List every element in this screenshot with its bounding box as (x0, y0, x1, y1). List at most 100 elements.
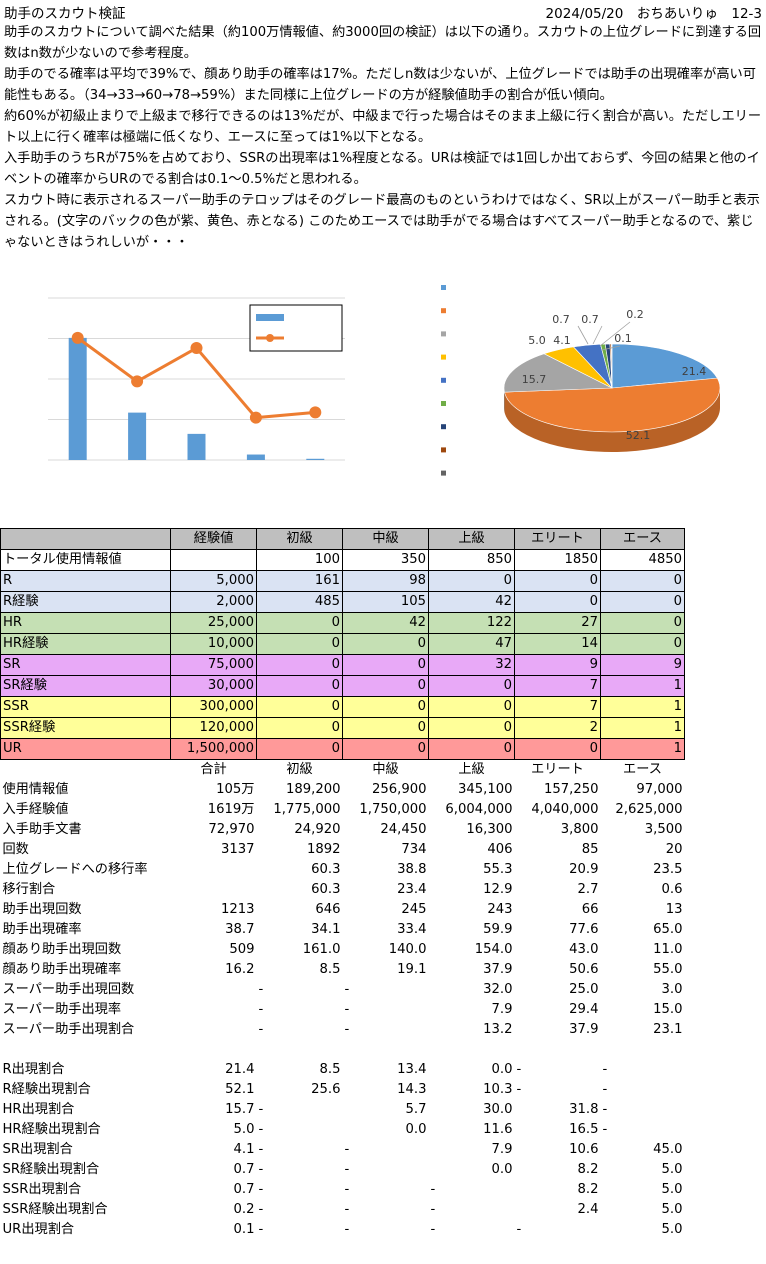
table-cell: UR (0, 738, 171, 760)
table-cell: SR経験出現割合 (2, 1162, 100, 1177)
table-row: HR経験 10,000 0 0 47 14 0 (0, 633, 685, 655)
legend-swatch (441, 285, 446, 290)
table-cell: 31.8 (569, 1102, 599, 1117)
table-row: R 5,000 161 98 0 0 0 (0, 570, 685, 592)
table-cell: 45.0 (653, 1142, 683, 1157)
table-cell: 850 (428, 549, 515, 571)
table-cell: 15.7 (225, 1102, 255, 1117)
table-cell: 55.3 (483, 862, 513, 877)
table-cell: SSR経験出現割合 (2, 1202, 108, 1217)
table-cell: 0 (428, 717, 515, 739)
legend-swatch (441, 331, 446, 337)
table-cell: 14 (514, 633, 601, 655)
table-cell: 66 (581, 902, 599, 917)
table-cell: 0 (342, 738, 429, 760)
table-cell: 初級 (256, 528, 343, 550)
table-cell (171, 1040, 257, 1060)
paragraph: 約60%が初級止まりで上級まで移行できるのは13%だが、中級まで行った場合はその… (4, 109, 762, 145)
table-cell: 顔あり助手出現確率 (2, 962, 122, 977)
table-cell: 50.6 (569, 962, 599, 977)
bar (128, 412, 147, 460)
table-cell: 256,900 (371, 782, 427, 797)
table-cell: 5.0 (661, 1202, 683, 1217)
line-point (131, 375, 144, 388)
table-cell: 161 (256, 570, 343, 592)
table-row: トータル使用情報値 100 350 850 1850 4850 (0, 549, 685, 571)
table-cell: 0 (600, 633, 685, 655)
table-cell: 97,000 (636, 782, 683, 797)
table-cell: 入手経験値 (2, 802, 69, 817)
leader-line (592, 325, 603, 345)
bar (187, 433, 206, 460)
table-cell: 0 (600, 612, 685, 634)
line-point (71, 331, 84, 344)
line-point (249, 411, 262, 424)
table-cell: 122 (428, 612, 515, 634)
table-cell: 0.1 (233, 1222, 255, 1237)
table-cell: 406 (487, 842, 513, 857)
table-cell: HR経験 (0, 633, 171, 655)
table-cell: 24,450 (380, 822, 427, 837)
table-row: HR出現割合 15.7-5.7 30.0 31.8- (1, 1100, 685, 1120)
table-cell: 0 (600, 570, 685, 592)
table-cell: 0 (256, 675, 343, 697)
table-row: SR出現割合 4.1- -7.9 10.6 45.0 (1, 1140, 685, 1160)
scout-data-table: 経験値 初級 中級 上級 エリート エース トータル使用情報値 100 350 850 1850 48… (0, 528, 685, 1240)
table-cell: - (258, 1002, 264, 1017)
line-point (190, 342, 203, 355)
table-cell: 1 (600, 696, 685, 718)
legend-swatch (441, 308, 446, 314)
table-cell: - (344, 1162, 350, 1177)
table-cell: - (344, 1182, 350, 1197)
pie-slice (611, 343, 718, 389)
table-cell: 13.4 (397, 1062, 427, 1077)
table-cell: - (602, 1062, 608, 1077)
table-cell: 485 (256, 591, 343, 613)
table-cell: 300,000 (170, 696, 257, 718)
pie-slice-side (504, 388, 720, 452)
table-row: HR 25,000 0 42 122 27 0 (0, 612, 685, 634)
table-row: 回数 3137 1892 734 406 85 20 (1, 840, 685, 860)
table-cell: 105万 (216, 782, 255, 797)
pie-data-label: 5.0 (528, 334, 546, 347)
table-cell: 3,500 (644, 822, 683, 837)
table-cell: 16.2 (225, 962, 255, 977)
legend-swatch (441, 401, 446, 406)
table-cell: 11.0 (653, 942, 683, 957)
table-cell: 0 (256, 696, 343, 718)
table-cell: HR出現割合 (2, 1102, 75, 1117)
table-row: 移行割合 60.3 23.4 12.9 2.7 0.6 (1, 880, 685, 900)
table-cell: 5,000 (170, 570, 257, 592)
table-cell: 3137 (220, 842, 255, 857)
table-cell: 11.6 (483, 1122, 513, 1137)
table-cell: HR (0, 612, 171, 634)
table-cell (0, 528, 171, 550)
paragraph: 入手助手のうちRが75%を占めており、SSRの出現率は1%程度となる。URは検証… (4, 151, 760, 187)
table-cell: エース (600, 528, 685, 550)
table-cell: 14.3 (397, 1082, 427, 1097)
legend-box (249, 304, 343, 352)
table-cell: 105 (342, 591, 429, 613)
table-cell: - (602, 1102, 608, 1117)
table-cell: 21.4 (225, 1062, 255, 1077)
table-row: SR 75,000 0 0 32 9 9 (0, 654, 685, 676)
table-cell: 回数 (2, 842, 29, 857)
table-cell: 合計 (200, 762, 227, 777)
table-cell: 350 (342, 549, 429, 571)
legend-swatch (441, 377, 446, 383)
table-cell: 20 (665, 842, 683, 857)
table-cell: R経験出現割合 (2, 1082, 91, 1097)
table-cell: - (516, 1062, 522, 1077)
assistant-appearance-pie-chart: 21.4 52.1 15.7 5.0 4.1 0.7 0.7 0.2 0.1 (441, 285, 721, 476)
table-cell: SR経験 (0, 675, 171, 697)
table-cell: 60.3 (311, 882, 341, 897)
table-cell: 経験値 (170, 528, 257, 550)
table-cell: 7.9 (491, 1142, 513, 1157)
table-cell: 0 (342, 696, 429, 718)
table-cell: 2,625,000 (615, 802, 683, 817)
table-cell: 1 (600, 738, 685, 760)
table-cell: 1 (600, 675, 685, 697)
table-cell: - (516, 1082, 522, 1097)
table-cell: 154.0 (474, 942, 513, 957)
legend-swatch (441, 470, 446, 476)
